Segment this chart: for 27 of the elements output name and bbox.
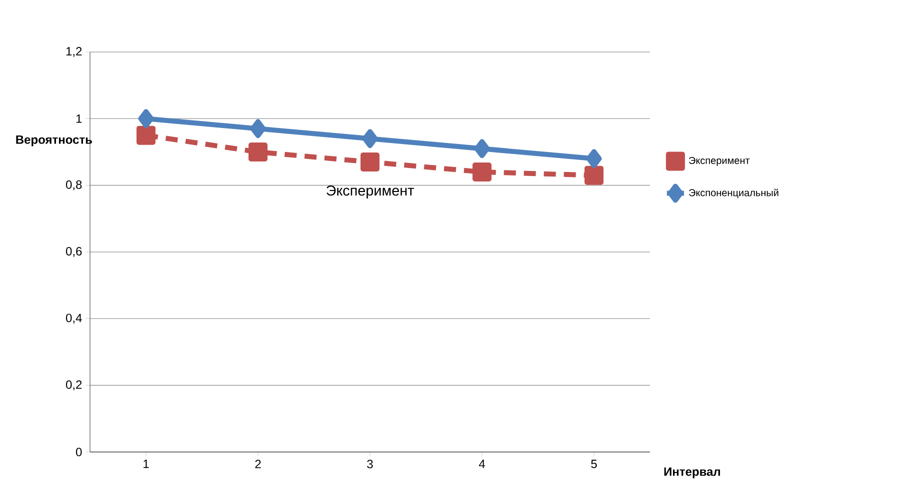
x-tick-label: 4: [478, 460, 485, 468]
legend-label: Экспоненциальный: [688, 188, 778, 198]
point: [362, 129, 378, 148]
point: [360, 152, 380, 172]
y-axis-title: Вероятность: [16, 136, 92, 146]
point: [250, 119, 266, 138]
x-tick-label: 1: [144, 460, 149, 468]
point: [584, 166, 604, 185]
x-tick-label: 3: [367, 460, 373, 468]
y-tick-label: 1,2: [66, 47, 82, 57]
y-tick-label: 0,6: [66, 247, 82, 257]
legend-label: Эксперимент: [688, 156, 750, 166]
point: [136, 126, 156, 145]
y-tick-label: 0,2: [66, 380, 82, 390]
y-tick-label: 0,4: [66, 314, 82, 324]
point: [248, 142, 268, 162]
point: [472, 162, 492, 182]
y-tick-label: 1: [76, 114, 82, 123]
point: [586, 149, 602, 168]
y-tick-label: 0: [76, 448, 82, 456]
point: [138, 109, 154, 128]
x-tick-label: 5: [591, 460, 597, 468]
x-tick-label: 2: [255, 460, 261, 468]
annotation: Эксперимент: [326, 185, 414, 199]
x-axis-title: Интервал: [664, 468, 720, 478]
point: [474, 139, 490, 158]
y-tick-label: 0,8: [66, 180, 82, 190]
